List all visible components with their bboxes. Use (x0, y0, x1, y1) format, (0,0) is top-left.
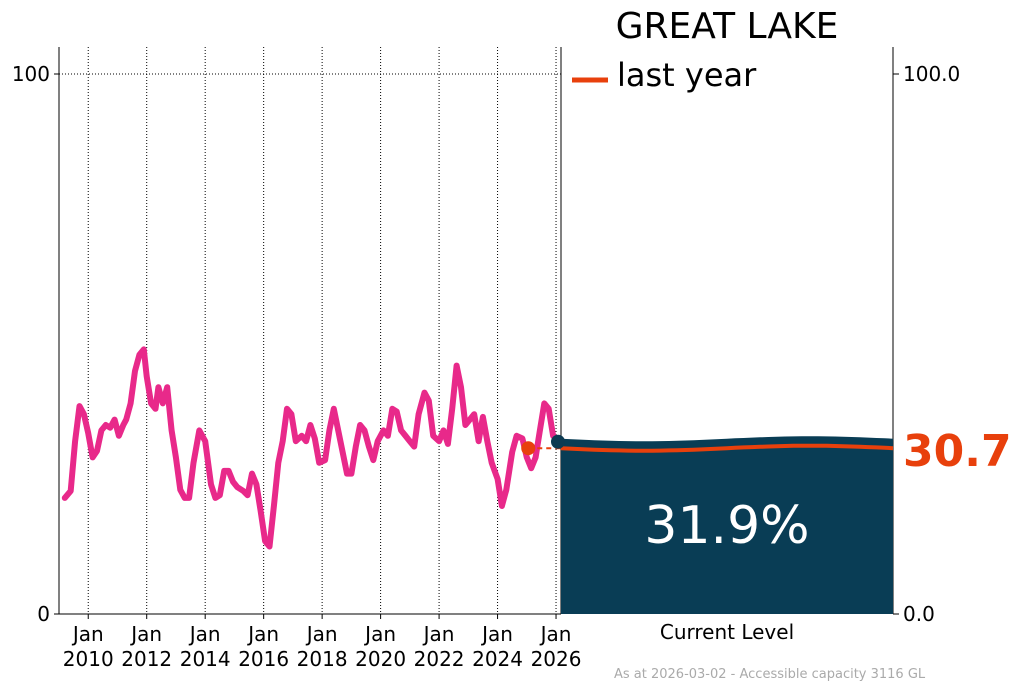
x-tick-label-month-2016: Jan (246, 622, 279, 646)
grid-lines (59, 47, 561, 614)
current-level-fill (561, 439, 893, 614)
last-year-value: 30.7 (903, 426, 1012, 477)
x-tick-label-month-2018: Jan (305, 622, 338, 646)
x-tick-label-year-2014: 2014 (180, 647, 231, 671)
x-tick-label-month-2020: Jan (363, 622, 396, 646)
right-tick-label-100: 100.0 (903, 62, 960, 86)
footer-note: As at 2026-03-02 - Accessible capacity 3… (614, 667, 926, 682)
x-tick-label-month-2022: Jan (422, 622, 455, 646)
current-level-wave (560, 436, 894, 448)
x-tick-label-year-2016: 2016 (238, 647, 289, 671)
x-tick-label-year-2012: 2012 (121, 647, 172, 671)
legend-label: last year (617, 56, 757, 94)
left-tick-label-100: 100 (12, 62, 50, 86)
chart-title: GREAT LAKE (616, 6, 839, 47)
x-tick-label-month-2026: Jan (539, 622, 572, 646)
current-level-caption: Current Level (660, 620, 794, 644)
x-tick-label-year-2026: 2026 (531, 647, 582, 671)
x-tick-label-month-2010: Jan (71, 622, 104, 646)
x-tick-labels: Jan2010Jan2012Jan2014Jan2016Jan2018Jan20… (63, 614, 582, 671)
x-tick-label-year-2022: 2022 (414, 647, 465, 671)
x-tick-label-year-2010: 2010 (63, 647, 114, 671)
left-tick-label-0: 0 (37, 602, 50, 626)
x-tick-label-month-2024: Jan (480, 622, 513, 646)
x-tick-label-year-2024: 2024 (472, 647, 523, 671)
last-year-wave-line (560, 443, 894, 453)
history-series-line (61, 346, 562, 550)
right-tick-label-0: 0.0 (903, 602, 935, 626)
x-tick-label-month-2012: Jan (129, 622, 162, 646)
current-level-marker (551, 434, 565, 449)
current-level-percent: 31.9% (644, 496, 809, 556)
x-tick-label-year-2018: 2018 (297, 647, 348, 671)
x-tick-label-month-2014: Jan (188, 622, 221, 646)
x-tick-label-year-2020: 2020 (355, 647, 406, 671)
last-year-marker (521, 441, 536, 456)
